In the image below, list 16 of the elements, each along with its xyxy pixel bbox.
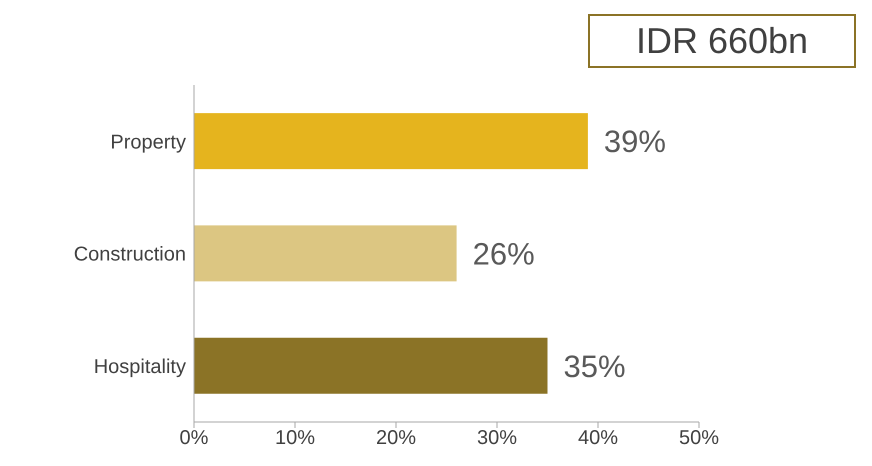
x-tick-label: 10% <box>274 427 316 450</box>
data-label: 39% <box>604 124 666 160</box>
y-tick-label: Property <box>110 131 186 154</box>
data-label: 35% <box>564 348 626 384</box>
bar <box>194 113 588 170</box>
bar <box>194 338 548 394</box>
chart-title: IDR 660bn <box>588 14 856 68</box>
data-label: 26% <box>472 236 535 272</box>
y-tick-label: Hospitality <box>94 356 186 378</box>
x-tick-label: 30% <box>476 427 518 450</box>
bar <box>194 225 457 282</box>
y-tick-label: Construction <box>74 244 186 266</box>
x-tick-label: 0% <box>180 427 209 450</box>
x-tick-label: 20% <box>376 427 416 450</box>
x-tick-label: 50% <box>678 427 720 450</box>
x-tick-label: 40% <box>578 427 618 450</box>
